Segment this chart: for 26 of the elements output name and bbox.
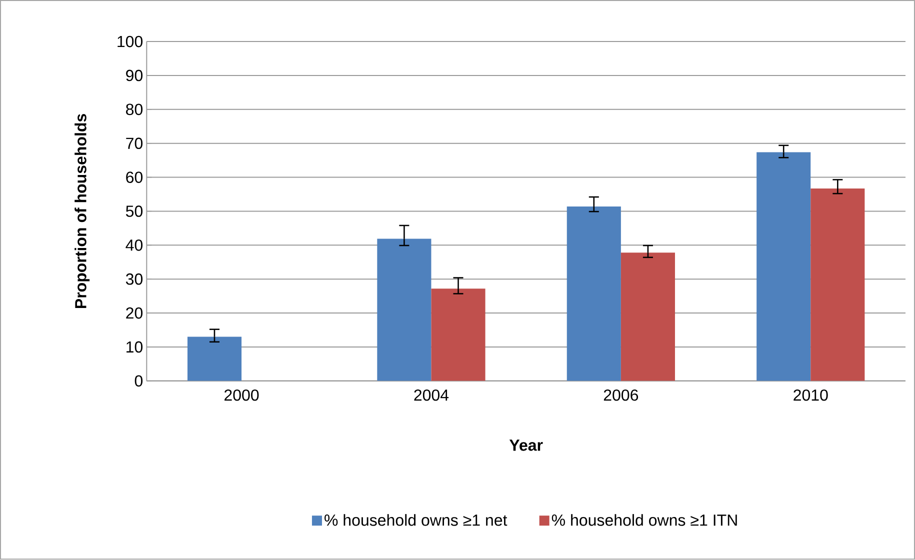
bar: [756, 152, 811, 382]
bar: [187, 336, 242, 382]
y-tick-label: 60: [126, 172, 143, 184]
x-tick-label: 2000: [224, 390, 259, 401]
bar: [377, 238, 432, 382]
bar: [810, 188, 865, 382]
x-tick-label: 2006: [604, 390, 638, 401]
y-tick-label: 40: [126, 240, 143, 252]
y-tick-label: 10: [126, 341, 143, 353]
y-tick-label: 30: [126, 274, 143, 285]
bar: [620, 252, 675, 382]
y-tick-label: 80: [126, 104, 143, 116]
x-tick-label: 2004: [414, 390, 449, 401]
y-tick-label: 100: [118, 36, 143, 48]
y-tick-label: 20: [126, 308, 143, 319]
legend-label: % household owns ≥1 ITN: [552, 514, 737, 526]
x-axis-title: Year: [509, 440, 543, 452]
bar: [566, 206, 621, 382]
y-tick-label: 0: [134, 375, 143, 387]
bar: [431, 288, 486, 382]
y-axis-title: Proportion of households: [74, 114, 90, 308]
y-tick-label: 90: [126, 70, 143, 82]
y-tick-label: 70: [126, 138, 143, 150]
x-tick-label: 2010: [794, 390, 828, 401]
legend-label: % household owns ≥1 net: [324, 514, 508, 526]
y-tick-label: 50: [126, 206, 143, 218]
